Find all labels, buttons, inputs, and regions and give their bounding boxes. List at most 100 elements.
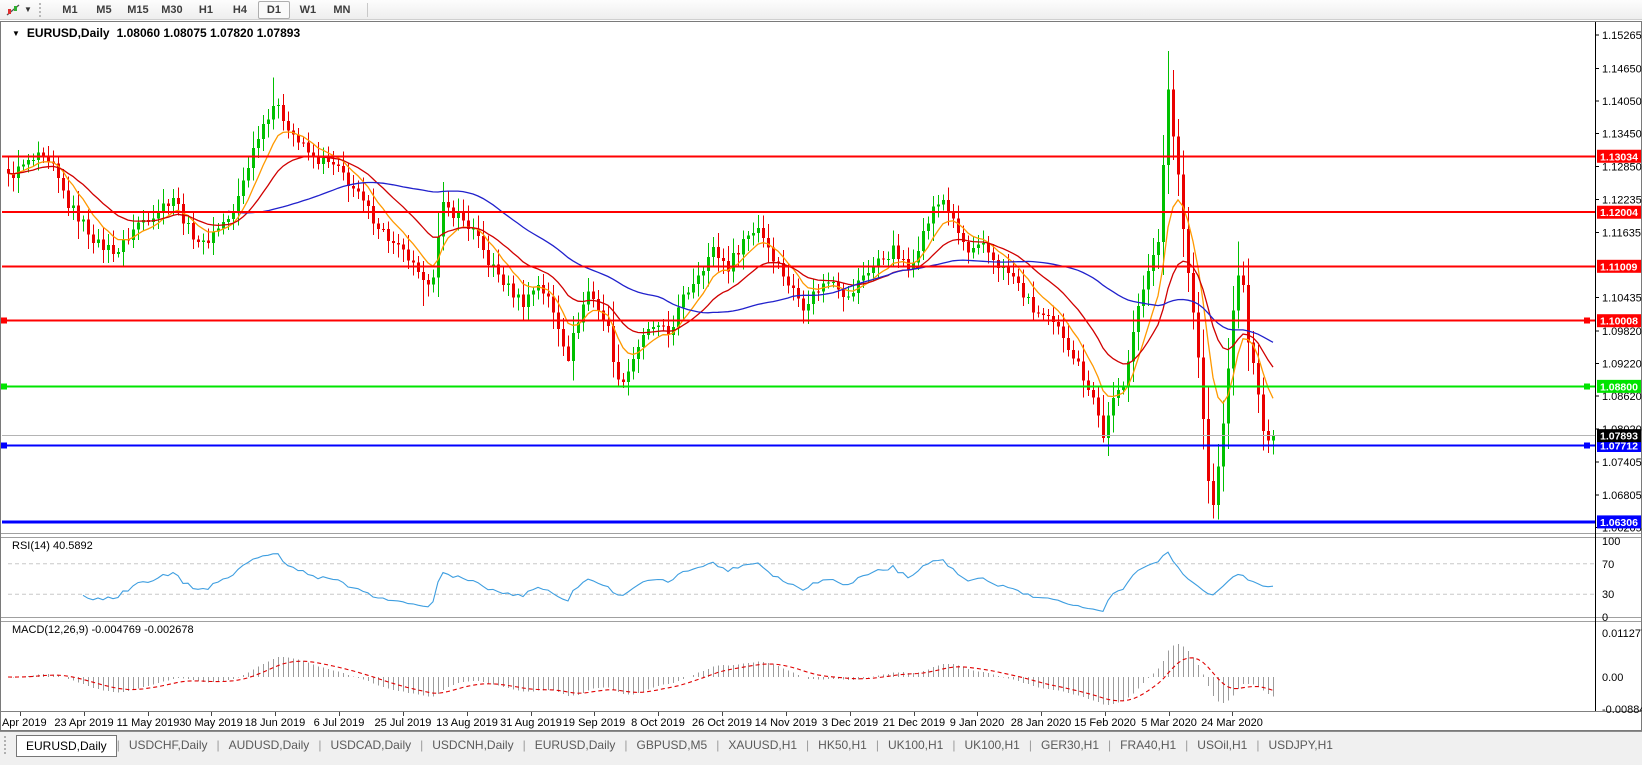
- chart-tab-hk50-h1[interactable]: HK50,H1: [818, 738, 867, 752]
- timeframe-button-H4[interactable]: H4: [232, 3, 247, 16]
- candle-body: [427, 279, 430, 285]
- chart-tab-fra40-h1[interactable]: FRA40,H1: [1120, 738, 1177, 752]
- collapse-triangle-icon[interactable]: ▼: [12, 28, 20, 38]
- candle-body: [982, 243, 985, 245]
- chart-tab-uk100-h1[interactable]: UK100,H1: [887, 738, 944, 752]
- candle-body: [342, 165, 345, 173]
- candle-body: [977, 244, 980, 249]
- moving-averages: [7, 131, 1274, 405]
- candle-body: [267, 119, 270, 125]
- candle-body: [1257, 363, 1260, 395]
- candle-body: [767, 237, 770, 248]
- candle-body: [357, 188, 360, 192]
- price-label-chip[interactable]: [1597, 379, 1641, 393]
- timeframe-button-M1[interactable]: M1: [62, 3, 78, 16]
- timeframe-button-M15[interactable]: M15: [127, 3, 149, 16]
- candle-body: [817, 291, 820, 293]
- tabbar-grip[interactable]: [4, 736, 10, 754]
- candle-body: [607, 319, 610, 326]
- candle-body: [1182, 174, 1185, 229]
- candle-body: [412, 260, 415, 263]
- chart-tab-xauusd-h1[interactable]: XAUUSD,H1: [728, 738, 798, 752]
- level-handle[interactable]: [1584, 383, 1590, 390]
- y-tick-label: 1.10435: [1602, 293, 1642, 305]
- level-handle[interactable]: [1, 442, 7, 449]
- candle-body: [62, 177, 65, 191]
- timeframe-button-H1[interactable]: H1: [198, 3, 213, 16]
- candle-body: [392, 241, 395, 243]
- x-axis-label: 19 Sep 2019: [563, 717, 625, 729]
- candle-body: [82, 219, 85, 222]
- price-label-chip[interactable]: [1597, 149, 1641, 163]
- candle-body: [687, 292, 690, 295]
- chart-tab-usdcad-daily[interactable]: USDCAD,Daily: [330, 738, 412, 752]
- tab-separator: |: [420, 738, 424, 752]
- candle-body: [812, 291, 815, 305]
- candle-body: [1077, 358, 1080, 362]
- candle-body: [837, 282, 840, 290]
- candle-body: [842, 289, 845, 297]
- candle-body: [202, 240, 205, 242]
- chart-tab-usdchf-daily[interactable]: USDCHF,Daily: [128, 738, 208, 752]
- toolbar-grip[interactable]: [38, 2, 45, 17]
- macd-axis-label: 0.011277: [1602, 628, 1642, 640]
- candle-body: [637, 347, 640, 360]
- candle-body: [872, 265, 875, 274]
- candle-body: [162, 203, 165, 213]
- candle-body: [1202, 357, 1205, 420]
- price-label-chip[interactable]: [1597, 205, 1641, 219]
- chevron-down-icon[interactable]: ▼: [24, 5, 32, 14]
- timeframe-button-D1[interactable]: D1: [257, 0, 290, 19]
- timeframe-button-MN[interactable]: MN: [333, 3, 351, 16]
- y-tick-label: 1.06805: [1602, 490, 1642, 502]
- candle-body: [1127, 361, 1130, 386]
- candle-body: [542, 285, 545, 294]
- price-label-chip[interactable]: [1597, 259, 1641, 273]
- chart-tab-eurusd-daily[interactable]: EURUSD,Daily: [534, 738, 616, 752]
- macd-signal-line: [7, 657, 1274, 702]
- timeframe-button-M30[interactable]: M30: [161, 3, 183, 16]
- candle-body: [1187, 228, 1190, 274]
- candle-body: [67, 190, 70, 208]
- candle-body: [132, 229, 135, 241]
- price-label-chip[interactable]: [1597, 429, 1641, 443]
- candle-body: [302, 142, 305, 144]
- chart-tab-uk100-h1[interactable]: UK100,H1: [964, 738, 1020, 752]
- chart-tool-icon[interactable]: [4, 2, 22, 18]
- candle-body: [292, 130, 295, 135]
- candle-body: [642, 334, 645, 348]
- price-label-chip[interactable]: [1597, 515, 1641, 529]
- x-axis-label: 11 May 2019: [117, 717, 180, 729]
- candle-body: [142, 220, 145, 223]
- chart-tab-ger30-h1[interactable]: GER30,H1: [1040, 738, 1100, 752]
- candle-body: [312, 152, 315, 156]
- candle-body: [282, 105, 285, 121]
- candle-body: [112, 245, 115, 254]
- level-handle[interactable]: [1, 317, 7, 324]
- y-tick-label: 1.14050: [1602, 96, 1642, 108]
- chart-tab-gbpusd-m5[interactable]: GBPUSD,M5: [636, 738, 708, 752]
- price-label-chip[interactable]: [1597, 314, 1641, 328]
- x-axis-label: 4 Apr 2019: [0, 717, 47, 729]
- candle-body: [137, 222, 140, 230]
- chart-tab-usdcnh-daily[interactable]: USDCNH,Daily: [432, 738, 514, 752]
- timeframe-button-M5[interactable]: M5: [96, 3, 112, 16]
- chart-tab-audusd-daily[interactable]: AUDUSD,Daily: [228, 738, 310, 752]
- candle-body: [157, 212, 160, 219]
- level-handle[interactable]: [1584, 442, 1590, 449]
- chart-tab-eurusd-daily[interactable]: EURUSD,Daily: [16, 735, 117, 757]
- candle-body: [632, 359, 635, 372]
- level-handle[interactable]: [1, 383, 7, 390]
- candle-body: [952, 213, 955, 219]
- price-label-chip[interactable]: [1597, 438, 1641, 452]
- chart-tab-usoil-h1[interactable]: USOil,H1: [1197, 738, 1248, 752]
- timeframe-button-W1[interactable]: W1: [299, 3, 317, 16]
- candle-body: [167, 203, 170, 207]
- candle-body: [672, 326, 675, 336]
- candle-body: [1157, 241, 1160, 255]
- chart-tab-usdjpy-h1[interactable]: USDJPY,H1: [1268, 738, 1333, 752]
- level-handle[interactable]: [1584, 317, 1590, 324]
- x-axis-label: 21 Dec 2019: [883, 717, 945, 729]
- candle-body: [722, 257, 725, 262]
- candle-body: [37, 152, 40, 161]
